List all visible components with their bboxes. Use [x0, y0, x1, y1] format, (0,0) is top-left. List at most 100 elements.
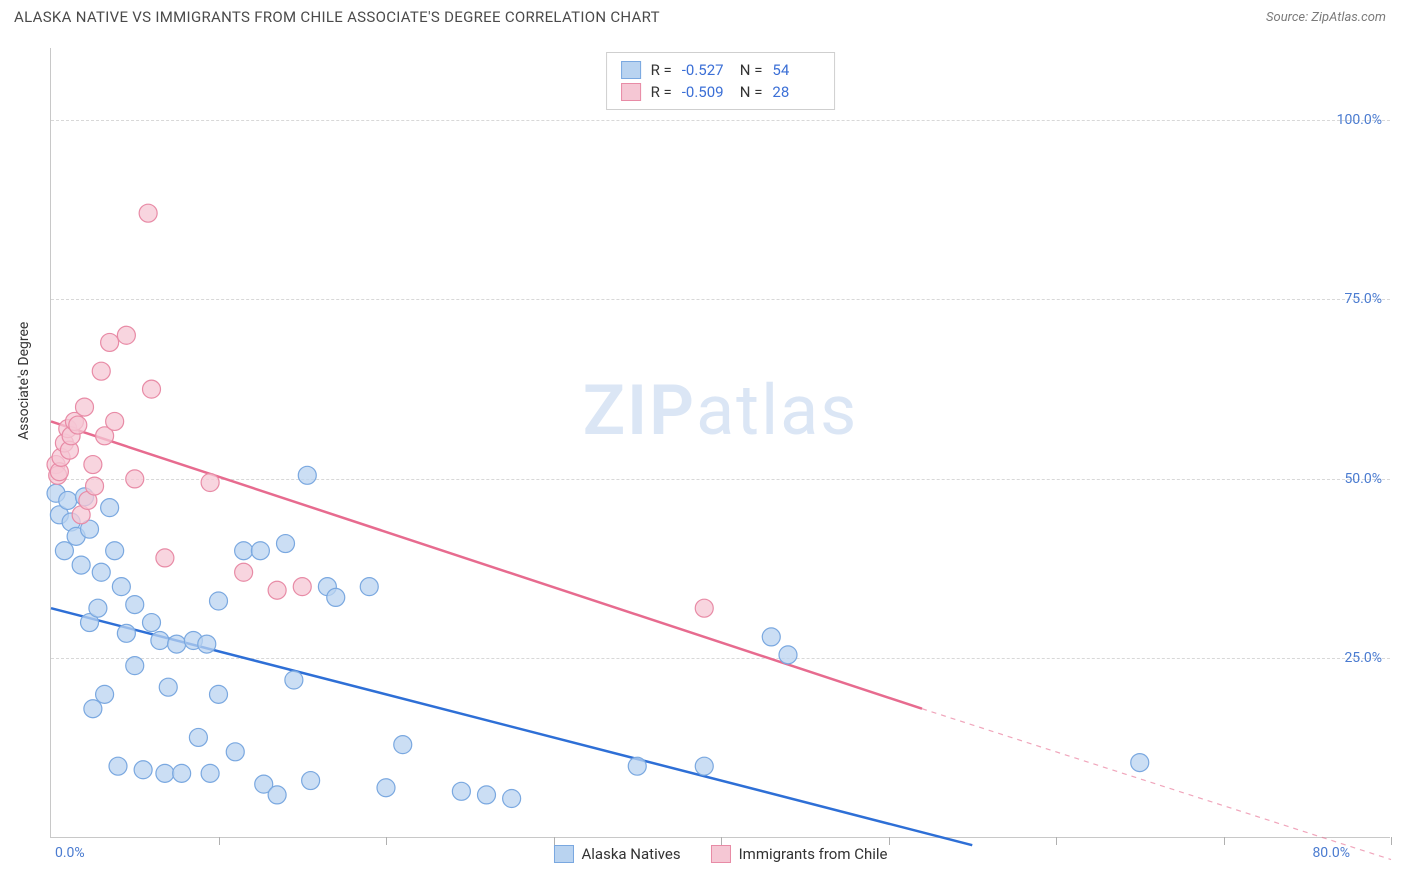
- scatter-point: [189, 728, 207, 746]
- chart-title: ALASKA NATIVE VS IMMIGRANTS FROM CHILE A…: [14, 8, 660, 26]
- scatter-point: [117, 326, 135, 344]
- scatter-point: [377, 779, 395, 797]
- x-axis-tick: [721, 837, 722, 845]
- x-axis-tick: [1056, 837, 1057, 845]
- scatter-point: [1131, 754, 1149, 772]
- scatter-point: [173, 764, 191, 782]
- scatter-point: [92, 563, 110, 581]
- scatter-point: [201, 764, 219, 782]
- chart-plot-area: ZIPatlas 25.0%50.0%75.0%100.0% 0.0% 80.0…: [50, 48, 1390, 838]
- scatter-point: [695, 599, 713, 617]
- chart-legend: Alaska Natives Immigrants from Chile: [553, 845, 887, 863]
- n-label: N =: [740, 83, 763, 101]
- scatter-point: [86, 477, 104, 495]
- legend-label: Alaska Natives: [581, 845, 680, 863]
- scatter-point: [84, 700, 102, 718]
- x-axis-max-label: 80.0%: [1312, 845, 1350, 861]
- scatter-point: [109, 757, 127, 775]
- regression-line: [51, 421, 922, 708]
- r-value: -0.509: [682, 83, 730, 101]
- scatter-point: [285, 671, 303, 689]
- scatter-point: [277, 535, 295, 553]
- stat-row: R = -0.527 N = 54: [621, 59, 821, 81]
- scatter-point: [628, 757, 646, 775]
- scatter-point: [69, 416, 87, 434]
- series-swatch: [711, 845, 731, 863]
- scatter-point: [156, 764, 174, 782]
- scatter-point: [126, 596, 144, 614]
- n-value: 54: [772, 61, 820, 79]
- scatter-point: [126, 470, 144, 488]
- scatter-point: [210, 685, 228, 703]
- scatter-plot-svg: [51, 48, 1390, 837]
- scatter-point: [72, 556, 90, 574]
- r-label: R =: [651, 83, 672, 101]
- regression-line-extrapolated: [922, 709, 1391, 860]
- scatter-point: [106, 412, 124, 430]
- scatter-point: [117, 624, 135, 642]
- scatter-point: [143, 614, 161, 632]
- scatter-point: [452, 782, 470, 800]
- scatter-point: [226, 743, 244, 761]
- x-axis-tick: [1224, 837, 1225, 845]
- scatter-point: [159, 678, 177, 696]
- scatter-point: [235, 563, 253, 581]
- x-axis-tick: [554, 837, 555, 845]
- n-label: N =: [740, 61, 763, 79]
- scatter-point: [55, 542, 73, 560]
- scatter-point: [101, 499, 119, 517]
- correlation-stats-box: R = -0.527 N = 54 R = -0.509 N = 28: [606, 52, 836, 110]
- scatter-point: [112, 578, 130, 596]
- scatter-point: [101, 333, 119, 351]
- scatter-point: [198, 635, 216, 653]
- scatter-point: [168, 635, 186, 653]
- scatter-point: [156, 549, 174, 567]
- stat-row: R = -0.509 N = 28: [621, 81, 821, 103]
- scatter-point: [695, 757, 713, 775]
- scatter-point: [126, 657, 144, 675]
- scatter-point: [210, 592, 228, 610]
- scatter-point: [89, 599, 107, 617]
- scatter-point: [92, 362, 110, 380]
- scatter-point: [251, 542, 269, 560]
- scatter-point: [779, 646, 797, 664]
- r-label: R =: [651, 61, 672, 79]
- y-axis-title: Associate's Degree: [16, 322, 32, 440]
- scatter-point: [59, 491, 77, 509]
- scatter-point: [298, 466, 316, 484]
- scatter-point: [76, 398, 94, 416]
- scatter-point: [293, 578, 311, 596]
- scatter-point: [503, 790, 521, 808]
- x-axis-tick: [219, 837, 220, 845]
- scatter-point: [201, 474, 219, 492]
- scatter-point: [394, 736, 412, 754]
- legend-item: Alaska Natives: [553, 845, 680, 863]
- scatter-point: [360, 578, 378, 596]
- scatter-point: [139, 204, 157, 222]
- scatter-point: [106, 542, 124, 560]
- legend-label: Immigrants from Chile: [739, 845, 888, 863]
- n-value: 28: [772, 83, 820, 101]
- scatter-point: [134, 761, 152, 779]
- scatter-point: [151, 632, 169, 650]
- scatter-point: [268, 581, 286, 599]
- legend-item: Immigrants from Chile: [711, 845, 888, 863]
- scatter-point: [235, 542, 253, 560]
- scatter-point: [762, 628, 780, 646]
- x-axis-min-label: 0.0%: [55, 845, 85, 861]
- chart-source: Source: ZipAtlas.com: [1266, 10, 1386, 25]
- scatter-point: [84, 456, 102, 474]
- scatter-point: [478, 786, 496, 804]
- scatter-point: [96, 685, 114, 703]
- chart-header: ALASKA NATIVE VS IMMIGRANTS FROM CHILE A…: [0, 0, 1406, 34]
- scatter-point: [327, 588, 345, 606]
- series-swatch: [553, 845, 573, 863]
- scatter-point: [268, 786, 286, 804]
- x-axis-tick: [889, 837, 890, 845]
- series-swatch: [621, 83, 641, 101]
- series-swatch: [621, 61, 641, 79]
- scatter-point: [302, 772, 320, 790]
- x-axis-tick: [386, 837, 387, 845]
- r-value: -0.527: [682, 61, 730, 79]
- x-axis-tick: [1391, 837, 1392, 845]
